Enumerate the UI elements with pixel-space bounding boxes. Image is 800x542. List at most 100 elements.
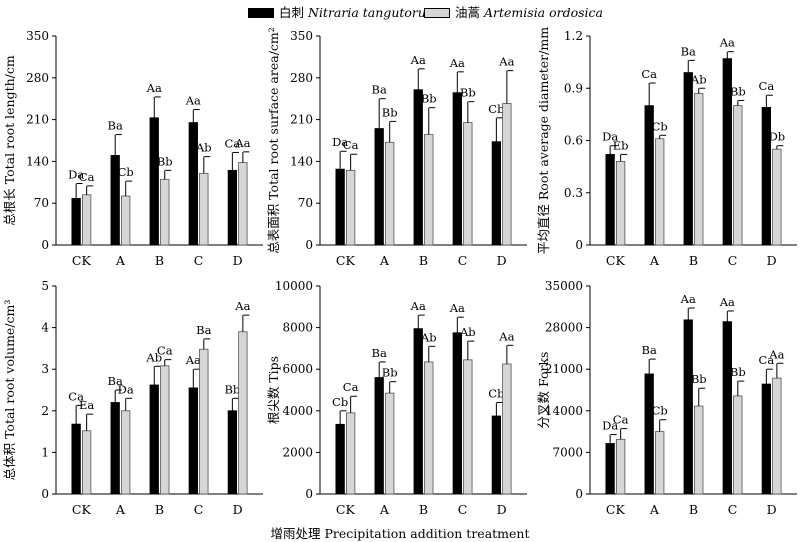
significance-label: Cb: [118, 165, 134, 179]
legend-item-nitraria: 白刺 Nitraria tangutorum: [248, 2, 438, 21]
bar-artemisia: [160, 365, 170, 495]
y-tick-label: 70: [298, 196, 313, 210]
significance-label: Aa: [234, 299, 250, 313]
significance-label: Bb: [730, 84, 746, 98]
significance-label: Cb: [332, 395, 348, 409]
significance-label: Bb: [157, 154, 173, 168]
bar-artemisia: [81, 194, 92, 246]
bar-artemisia: [694, 93, 704, 246]
significance-label: Ca: [68, 389, 84, 403]
significance-label: Ba: [372, 346, 387, 360]
legend-latin: Nitraria tangutorum: [308, 5, 438, 20]
bar-nitraria: [761, 383, 772, 495]
significance-label: Ba: [108, 374, 123, 388]
y-tick-label: 70: [34, 196, 49, 210]
y-tick-label: 1.2: [564, 29, 583, 43]
significance-label: Ca: [759, 79, 775, 93]
significance-label: Eb: [613, 138, 629, 152]
x-tick-label: A: [379, 253, 390, 268]
bar-nitraria: [761, 107, 772, 246]
bar-nitraria: [110, 402, 120, 495]
significance-label: Bb: [460, 86, 476, 100]
bar-nitraria: [452, 332, 462, 495]
y-tick-label: 14000: [545, 404, 583, 418]
significance-label: Cb: [488, 102, 504, 116]
significance-label: Ca: [759, 353, 775, 367]
bar-artemisia: [615, 160, 626, 246]
x-axis-title: 增雨处理 Precipitation addition treatment: [270, 526, 530, 541]
bar-artemisia: [772, 377, 782, 495]
y-tick-label: 3: [41, 362, 49, 376]
y-tick-label: 0: [305, 238, 313, 252]
bar-nitraria: [188, 387, 198, 495]
bar-artemisia: [199, 348, 209, 495]
legend-swatch-gray: [424, 8, 450, 18]
y-tick-label: 350: [26, 29, 49, 43]
x-tick-label: CK: [336, 502, 356, 517]
y-tick-label: 4000: [282, 404, 313, 418]
y-tick-label: 280: [290, 71, 313, 85]
bar-artemisia: [655, 431, 665, 495]
x-tick-label: B: [419, 502, 428, 517]
significance-label: Aa: [410, 53, 426, 67]
x-tick-label: C: [728, 502, 738, 517]
x-tick-label: D: [233, 502, 243, 517]
y-tick-label: 0.6: [564, 134, 583, 148]
significance-label: Ab: [195, 141, 212, 155]
y-tick-label: 280: [26, 71, 49, 85]
x-tick-label: D: [497, 253, 507, 268]
y-tick-label: 5: [41, 279, 49, 293]
bar-artemisia: [463, 359, 473, 495]
y-tick-label: 0.3: [564, 186, 583, 200]
y-axis-label: 总表面积 Total root surface area/cm²: [266, 27, 281, 254]
y-tick-label: 2: [41, 404, 49, 418]
legend-cn: 白刺: [279, 5, 305, 20]
bar-artemisia: [81, 430, 92, 495]
y-tick-label: 140: [290, 154, 313, 168]
significance-label: Da: [602, 419, 618, 433]
significance-label: Da: [118, 382, 134, 396]
significance-label: Aa: [498, 329, 514, 343]
significance-label: Ca: [225, 136, 241, 150]
y-tick-label: 7000: [552, 445, 583, 459]
significance-label: Ba: [196, 323, 211, 337]
bar-nitraria: [227, 169, 238, 246]
bar-nitraria: [452, 92, 462, 246]
y-tick-label: 10000: [275, 279, 313, 293]
significance-label: Cb: [488, 386, 504, 400]
significance-label: Aa: [449, 301, 465, 315]
legend-latin: Artemisia ordosica: [484, 5, 604, 20]
y-tick-label: 0: [305, 487, 313, 501]
bar-artemisia: [160, 178, 170, 246]
x-tick-label: CK: [336, 253, 356, 268]
y-tick-label: 0: [575, 487, 583, 501]
bar-artemisia: [615, 438, 626, 495]
significance-label: Ca: [343, 380, 359, 394]
y-axis-label: 平均直径 Root average diameter/mm: [536, 27, 551, 254]
bar-nitraria: [335, 168, 345, 246]
significance-label: Ca: [613, 413, 629, 427]
significance-label: Bb: [382, 105, 398, 119]
significance-label: Ca: [157, 344, 173, 358]
legend-item-artemisia: 油蒿 Artemisia ordosica: [424, 2, 603, 21]
y-tick-label: 1: [41, 445, 49, 459]
bar-artemisia: [199, 172, 209, 246]
bar-nitraria: [683, 72, 693, 246]
x-tick-label: CK: [606, 253, 626, 268]
legend-cn: 油蒿: [455, 5, 481, 20]
bar-nitraria: [605, 443, 615, 495]
significance-label: Aa: [185, 93, 201, 107]
significance-label: Ea: [79, 398, 94, 412]
x-tick-label: D: [767, 502, 777, 517]
bar-artemisia: [502, 103, 512, 246]
bar-artemisia: [121, 410, 131, 495]
x-tick-label: A: [115, 253, 126, 268]
bar-nitraria: [149, 117, 159, 246]
significance-label: Ba: [372, 83, 387, 97]
significance-label: Ab: [459, 325, 476, 339]
significance-label: Aa: [719, 36, 735, 50]
